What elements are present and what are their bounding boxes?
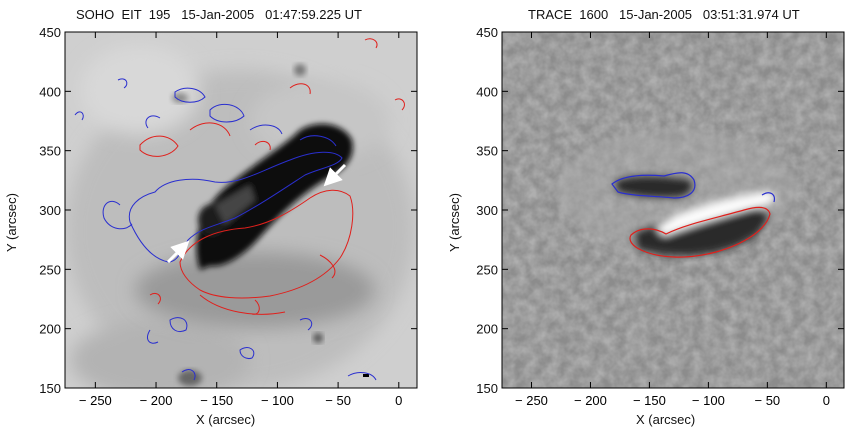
eit-ytick-label: 300 bbox=[39, 203, 61, 218]
trace-red-contours bbox=[629, 206, 771, 258]
trace-panel: TRACE 1600 15-Jan-2005 03:51:31.974 UT bbox=[426, 0, 852, 432]
eit-ytick-label: 150 bbox=[39, 381, 61, 396]
eit-ytick-label: 200 bbox=[39, 322, 61, 337]
eit-plot: − 250 − 200 − 150 − 100 − 50 0 150 200 250 300 350… bbox=[39, 25, 418, 408]
eit-ytick-label: 400 bbox=[39, 84, 61, 99]
trace-ytick-label: 300 bbox=[476, 203, 498, 218]
trace-xtick-label: − 50 bbox=[755, 393, 781, 408]
trace-xlabel: X (arcsec) bbox=[636, 412, 696, 427]
eit-xtick-label: − 200 bbox=[140, 393, 173, 408]
eit-arrows bbox=[166, 163, 347, 264]
eit-blue-contours bbox=[74, 78, 377, 381]
eit-title: SOHO EIT 195 15-Jan-2005 01:47:59.225 UT bbox=[76, 7, 362, 22]
eit-xlabel: X (arcsec) bbox=[196, 412, 256, 427]
eit-xtick-label: − 250 bbox=[79, 393, 112, 408]
eit-ytick-label: 350 bbox=[39, 144, 61, 159]
trace-xtick-label: 0 bbox=[823, 393, 830, 408]
trace-ytick-label: 400 bbox=[476, 84, 498, 99]
eit-axes: − 250 − 200 − 150 − 100 − 50 0 150 200 250 300 350… bbox=[39, 25, 417, 408]
eit-ytick-label: 250 bbox=[39, 262, 61, 277]
trace-ytick-label: 350 bbox=[476, 144, 498, 159]
trace-image bbox=[502, 32, 844, 388]
eit-ytick-label: 450 bbox=[39, 25, 61, 40]
trace-ylabel: Y (arcsec) bbox=[447, 193, 462, 252]
trace-xtick-label: − 150 bbox=[633, 393, 666, 408]
eit-xtick-label: 0 bbox=[395, 393, 402, 408]
trace-xtick-label: − 250 bbox=[515, 393, 548, 408]
eit-xtick-label: − 150 bbox=[200, 393, 233, 408]
trace-xtick-label: − 100 bbox=[692, 393, 725, 408]
trace-ytick-label: 200 bbox=[476, 322, 498, 337]
eit-panel: SOHO EIT 195 15-Jan-2005 01:47:59.225 UT bbox=[4, 7, 418, 427]
eit-ylabel: Y (arcsec) bbox=[4, 193, 19, 252]
trace-blue-contours bbox=[611, 172, 775, 203]
trace-ytick-label: 250 bbox=[476, 262, 498, 277]
eit-image bbox=[65, 32, 417, 388]
eit-red-contours bbox=[139, 38, 405, 315]
trace-axes: − 250 − 200 − 150 − 100 − 50 0 150 200 250 300 350… bbox=[476, 25, 844, 408]
trace-title: TRACE 1600 15-Jan-2005 03:51:31.974 UT bbox=[528, 7, 800, 22]
trace-ytick-label: 150 bbox=[476, 381, 498, 396]
trace-xtick-label: − 200 bbox=[574, 393, 607, 408]
trace-plot: − 250 − 200 − 150 − 100 − 50 0 150 200 250 300 350… bbox=[476, 25, 845, 408]
eit-xtick-label: − 50 bbox=[325, 393, 351, 408]
trace-ytick-label: 450 bbox=[476, 25, 498, 40]
eit-xtick-label: − 100 bbox=[261, 393, 294, 408]
